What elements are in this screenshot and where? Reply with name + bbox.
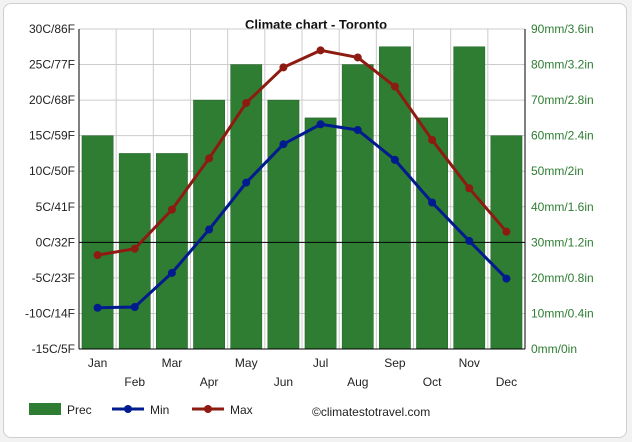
legend-max-label: Max — [230, 403, 253, 417]
right-tick-label: 0mm/0in — [531, 342, 577, 356]
left-tick-label: 10C/50F — [29, 164, 75, 178]
min-temp-point — [167, 268, 176, 277]
left-tick-label: 25C/77F — [29, 58, 75, 72]
month-label: Jan — [88, 356, 107, 370]
precip-bar — [230, 64, 263, 350]
min-temp-point — [242, 178, 251, 187]
legend-prec-label: Prec — [67, 403, 92, 417]
left-tick-label: -10C/14F — [25, 306, 75, 320]
max-temp-line — [97, 48, 508, 257]
precip-bar — [304, 117, 337, 350]
month-label: Feb — [124, 375, 145, 389]
right-tick-label: 50mm/2in — [531, 164, 584, 178]
max-temp-point — [465, 184, 474, 193]
legend: Prec Min Max — [29, 403, 253, 417]
month-label: Jun — [274, 375, 293, 389]
min-temp-point — [502, 274, 511, 283]
max-temp-point — [502, 227, 511, 236]
precip-bar — [379, 46, 411, 350]
month-label: May — [235, 356, 258, 370]
climate-chart: Climate chart - Toronto 30C/86F 25C/77F 20… — [25, 17, 594, 419]
month-label: Apr — [200, 375, 219, 389]
precip-bar — [193, 99, 225, 350]
chart-frame: Climate chart - Toronto 30C/86F 25C/77F 20… — [3, 3, 627, 438]
max-temp-point — [93, 251, 102, 260]
precip-bar — [156, 153, 188, 350]
max-temp-point — [353, 53, 362, 62]
legend-min-marker — [124, 405, 132, 413]
legend-prec-swatch — [29, 403, 61, 415]
month-label: Nov — [459, 356, 480, 370]
left-tick-label: 30C/86F — [29, 22, 75, 36]
max-temp-point — [428, 135, 437, 144]
precip-bar — [416, 117, 448, 350]
left-tick-label: -5C/23F — [32, 271, 75, 285]
min-temp-point — [279, 140, 288, 149]
month-label: Dec — [496, 375, 517, 389]
max-temp-point — [205, 154, 214, 163]
month-label: Mar — [162, 356, 183, 370]
precip-bar — [341, 64, 374, 350]
left-tick-label: 5C/41F — [36, 200, 75, 214]
max-temp-point — [279, 63, 288, 72]
max-temp-point — [390, 82, 399, 91]
min-temp-point — [93, 303, 102, 312]
legend-max-marker — [204, 405, 212, 413]
max-temp-point — [167, 205, 176, 214]
right-tick-label: 90mm/3.6in — [531, 22, 594, 36]
min-temp-line — [97, 122, 508, 310]
left-tick-label: 20C/68F — [29, 93, 75, 107]
precip-bar — [453, 46, 486, 350]
right-tick-label: 20mm/0.8in — [531, 271, 594, 285]
right-tick-label: 10mm/0.4in — [531, 306, 594, 320]
month-label: Oct — [423, 375, 442, 389]
min-temp-point — [428, 198, 437, 207]
left-tick-label: 15C/59F — [29, 129, 75, 143]
max-temp-point — [316, 46, 325, 55]
min-temp-point — [130, 303, 139, 312]
right-tick-label: 70mm/2.8in — [531, 93, 594, 107]
month-label: Jul — [313, 356, 328, 370]
left-tick-label: 0C/32F — [36, 235, 75, 249]
min-temp-point — [316, 120, 325, 129]
chart-title: Climate chart - Toronto — [245, 17, 387, 32]
month-label: Aug — [347, 375, 368, 389]
max-temp-point — [242, 98, 251, 107]
min-temp-point — [465, 236, 474, 245]
max-temp-point — [130, 244, 139, 253]
credit-text: ©climatestotravel.com — [312, 405, 430, 419]
min-temp-point — [353, 125, 362, 134]
right-tick-label: 30mm/1.2in — [531, 235, 594, 249]
min-temp-point — [390, 155, 399, 164]
min-temp-point — [205, 225, 214, 234]
month-label: Sep — [384, 356, 406, 370]
right-tick-label: 80mm/3.2in — [531, 58, 594, 72]
legend-min-label: Min — [150, 403, 169, 417]
right-tick-label: 60mm/2.4in — [531, 129, 594, 143]
left-tick-label: -15C/5F — [32, 342, 75, 356]
right-tick-label: 40mm/1.6in — [531, 200, 594, 214]
